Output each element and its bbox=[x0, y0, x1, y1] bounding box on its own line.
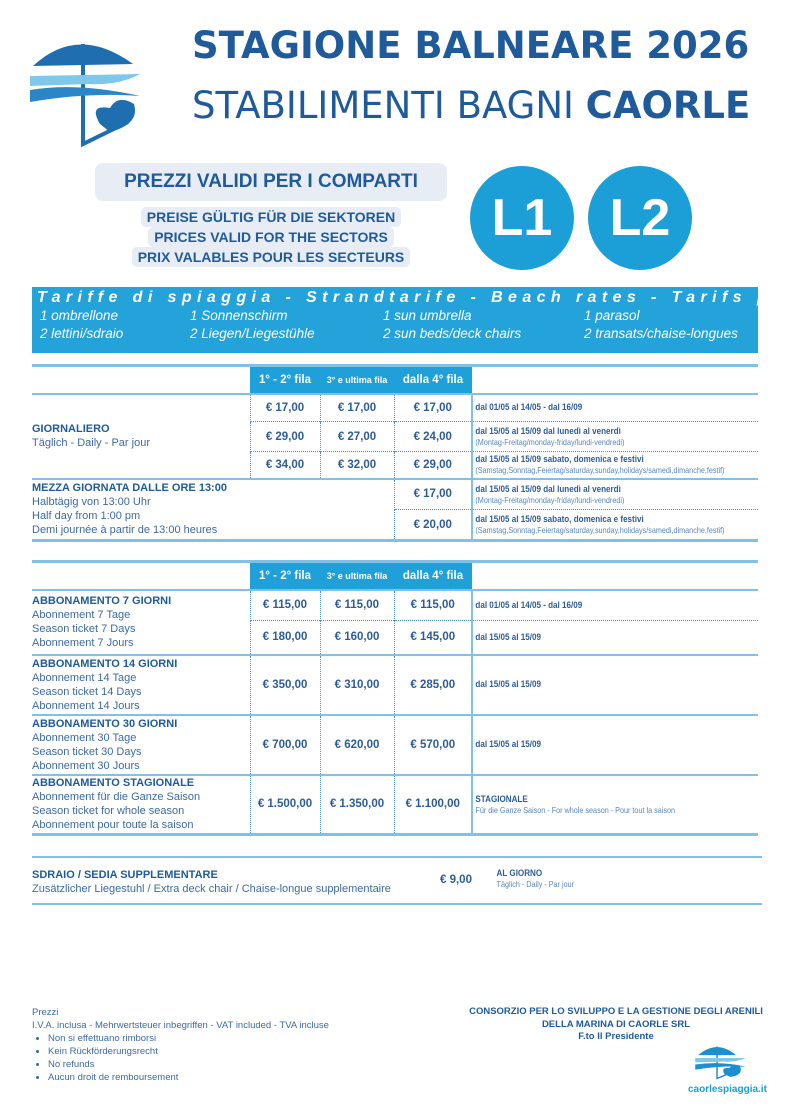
price: € 29,00 bbox=[393, 451, 472, 479]
price: € 620,00 bbox=[319, 714, 394, 775]
price: € 27,00 bbox=[319, 421, 394, 452]
price: € 17,00 bbox=[249, 393, 320, 422]
note: dal 15/05 al 15/09 bbox=[471, 620, 716, 655]
price: € 115,00 bbox=[319, 589, 394, 621]
col-header-row4: dalla 4° fila bbox=[394, 561, 472, 590]
footer-bullet: Kein Rückförderungsrecht bbox=[48, 1045, 329, 1058]
price: € 1.350,00 bbox=[319, 774, 394, 835]
rates-band: Tariffe di spiaggia - Strandtarife - Bea… bbox=[32, 287, 791, 353]
price: € 160,00 bbox=[319, 620, 394, 655]
subtitle-prefix: STABILIMENTI BAGNI bbox=[192, 84, 574, 127]
extra-chair-note: AL GIORNO Täglich - Daily - Par jour bbox=[496, 868, 575, 889]
note: dal 15/05 al 15/09 dal lunedì al venerdì… bbox=[471, 421, 716, 452]
validity-fr: PRIX VALABLES POUR LES SECTEURS bbox=[131, 247, 411, 267]
col-header-row3-last: 3° e ultima fila bbox=[320, 561, 394, 590]
footer-bullet: No refunds bbox=[48, 1058, 329, 1071]
col-header-row1-2: 1° - 2° fila bbox=[250, 561, 320, 590]
sector-badge-l1: L1 bbox=[470, 166, 574, 270]
extra-chair-price: € 9,00 bbox=[440, 874, 472, 886]
price: € 115,00 bbox=[249, 589, 320, 621]
consortium-signature: CONSORZIO PER LO SVILUPPO E LA GESTIONE … bbox=[469, 1006, 763, 1042]
footer-title: Prezzi bbox=[32, 1007, 59, 1018]
rates-col-it: 1 ombrellone 2 lettini/sdraio bbox=[40, 308, 124, 341]
half-day-label: MEZZA GIORNATA DALLE ORE 13:00 Halbtägig … bbox=[32, 482, 227, 537]
rates-col-fr: 1 parasol 2 transats/chaise-longues bbox=[584, 308, 738, 341]
price: € 285,00 bbox=[393, 654, 472, 715]
price: € 34,00 bbox=[249, 451, 320, 479]
price: € 115,00 bbox=[393, 589, 472, 621]
table-header: 1° - 2° fila 3° e ultima fila dalla 4° f… bbox=[32, 365, 758, 394]
table-row: € 20,00 dal 15/05 al 15/09 sabato, domen… bbox=[32, 509, 758, 541]
footer-notes: Prezzi I.V.A. inclusa - Mehrwertsteuer i… bbox=[32, 1006, 329, 1084]
note: dal 15/05 al 15/09 dal lunedì al venerdì… bbox=[471, 478, 716, 510]
note: dal 15/05 al 15/09 bbox=[471, 654, 716, 715]
note: STAGIONALE Für die Ganze Saison - For who… bbox=[471, 774, 716, 835]
table-row: GIORNALIERO Täglich - Daily - Par jour € … bbox=[32, 393, 758, 449]
table-row: ABBONAMENTO 14 GIORNI Abonnement 14 Tage S… bbox=[32, 654, 758, 715]
price: € 20,00 bbox=[393, 509, 472, 541]
table-header: 1° - 2° fila 3° e ultima fila dalla 4° f… bbox=[32, 561, 758, 590]
extra-chair-row: SDRAIO / SEDIA SUPPLEMENTARE Zusätzlicher… bbox=[32, 856, 762, 905]
subscriptions-table: 1° - 2° fila 3° e ultima fila dalla 4° f… bbox=[32, 560, 758, 836]
note: dal 15/05 al 15/09 sabato, domenica e fe… bbox=[471, 451, 725, 479]
note: dal 01/05 al 14/05 - dal 16/09 bbox=[471, 393, 716, 422]
rates-heading: Tariffe di spiaggia - Strandtarife - Bea… bbox=[37, 289, 791, 306]
daily-rates-table: 1° - 2° fila 3° e ultima fila dalla 4° f… bbox=[32, 364, 758, 542]
table-row: MEZZA GIORNATA DALLE ORE 13:00 Halbtägig … bbox=[32, 478, 758, 536]
note: dal 15/05 al 15/09 sabato, domenica e fe… bbox=[471, 509, 725, 541]
price: € 17,00 bbox=[393, 478, 472, 510]
price: € 1.100,00 bbox=[393, 774, 472, 835]
extra-chair-label: SDRAIO / SEDIA SUPPLEMENTARE Zusätzlicher… bbox=[32, 869, 391, 895]
validity-heading: PREZZI VALIDI PER I COMPARTI bbox=[95, 163, 447, 201]
table-row: € 29,00 € 27,00 € 24,00 dal 15/05 al 15/… bbox=[32, 421, 758, 452]
validity-translations: PREISE GÜLTIG FÜR DIE SEKTOREN PRICES VA… bbox=[121, 207, 421, 267]
sub-14-label: ABBONAMENTO 14 GIORNI Abonnement 14 Tage S… bbox=[32, 657, 178, 712]
price: € 17,00 bbox=[393, 393, 472, 422]
rates-col-en: 1 sun umbrella 2 sun beds/deck chairs bbox=[383, 308, 522, 341]
price: € 570,00 bbox=[393, 714, 472, 775]
footer-bullet: Aucun droit de remboursement bbox=[48, 1071, 329, 1084]
sector-badge-l2: L2 bbox=[588, 166, 692, 270]
price: € 180,00 bbox=[249, 620, 320, 655]
footer-umbrella-logo bbox=[695, 1046, 747, 1080]
beach-umbrella-logo bbox=[30, 44, 140, 148]
price: € 29,00 bbox=[249, 421, 320, 452]
footer-bullet: Non si effettuano rimborsi bbox=[48, 1032, 329, 1045]
rates-col-de: 1 Sonnenschirm 2 Liegen/Liegestühle bbox=[190, 308, 315, 341]
table-row: € 180,00 € 160,00 € 145,00 dal 15/05 al … bbox=[32, 620, 758, 655]
daily-label: GIORNALIERO Täglich - Daily - Par jour bbox=[32, 423, 150, 449]
table-row: ABBONAMENTO 30 GIORNI Abonnement 30 Tage S… bbox=[32, 714, 758, 775]
footer-vat: I.V.A. inclusa - Mehrwertsteuer inbegrif… bbox=[32, 1020, 329, 1031]
price: € 24,00 bbox=[393, 421, 472, 452]
validity-en: PRICES VALID FOR THE SECTORS bbox=[148, 227, 394, 247]
page-subtitle: STABILIMENTI BAGNI CAORLE bbox=[192, 84, 750, 127]
price: € 700,00 bbox=[249, 714, 320, 775]
table-row: ABBONAMENTO 7 GIORNI Abonnement 7 Tage Sea… bbox=[32, 589, 758, 649]
table-row: € 34,00 € 32,00 € 29,00 dal 15/05 al 15/… bbox=[32, 451, 758, 479]
subtitle-location: CAORLE bbox=[585, 84, 751, 127]
validity-de: PREISE GÜLTIG FÜR DIE SEKTOREN bbox=[140, 207, 402, 227]
col-header-row3-last: 3° e ultima fila bbox=[320, 365, 394, 394]
page-title: STAGIONE BALNEARE 2026 bbox=[192, 24, 750, 67]
note: dal 15/05 al 15/09 bbox=[471, 714, 716, 775]
price: € 32,00 bbox=[319, 451, 394, 479]
sub-7-label: ABBONAMENTO 7 GIORNI Abonnement 7 Tage Sea… bbox=[32, 595, 172, 649]
col-header-row1-2: 1° - 2° fila bbox=[250, 365, 320, 394]
table-row: ABBONAMENTO STAGIONALE Abonnement für die… bbox=[32, 774, 758, 835]
sub-30-label: ABBONAMENTO 30 GIORNI Abonnement 30 Tage S… bbox=[32, 717, 178, 772]
website-link[interactable]: caorlespiaggia.it bbox=[688, 1084, 767, 1095]
price: € 145,00 bbox=[393, 620, 472, 655]
price: € 350,00 bbox=[249, 654, 320, 715]
price: € 17,00 bbox=[319, 393, 394, 422]
price: € 1.500,00 bbox=[249, 774, 320, 835]
note: dal 01/05 al 14/05 - dal 16/09 bbox=[471, 589, 716, 621]
col-header-row4: dalla 4° fila bbox=[394, 365, 472, 394]
price: € 310,00 bbox=[319, 654, 394, 715]
sub-season-label: ABBONAMENTO STAGIONALE Abonnement für die… bbox=[32, 777, 201, 832]
